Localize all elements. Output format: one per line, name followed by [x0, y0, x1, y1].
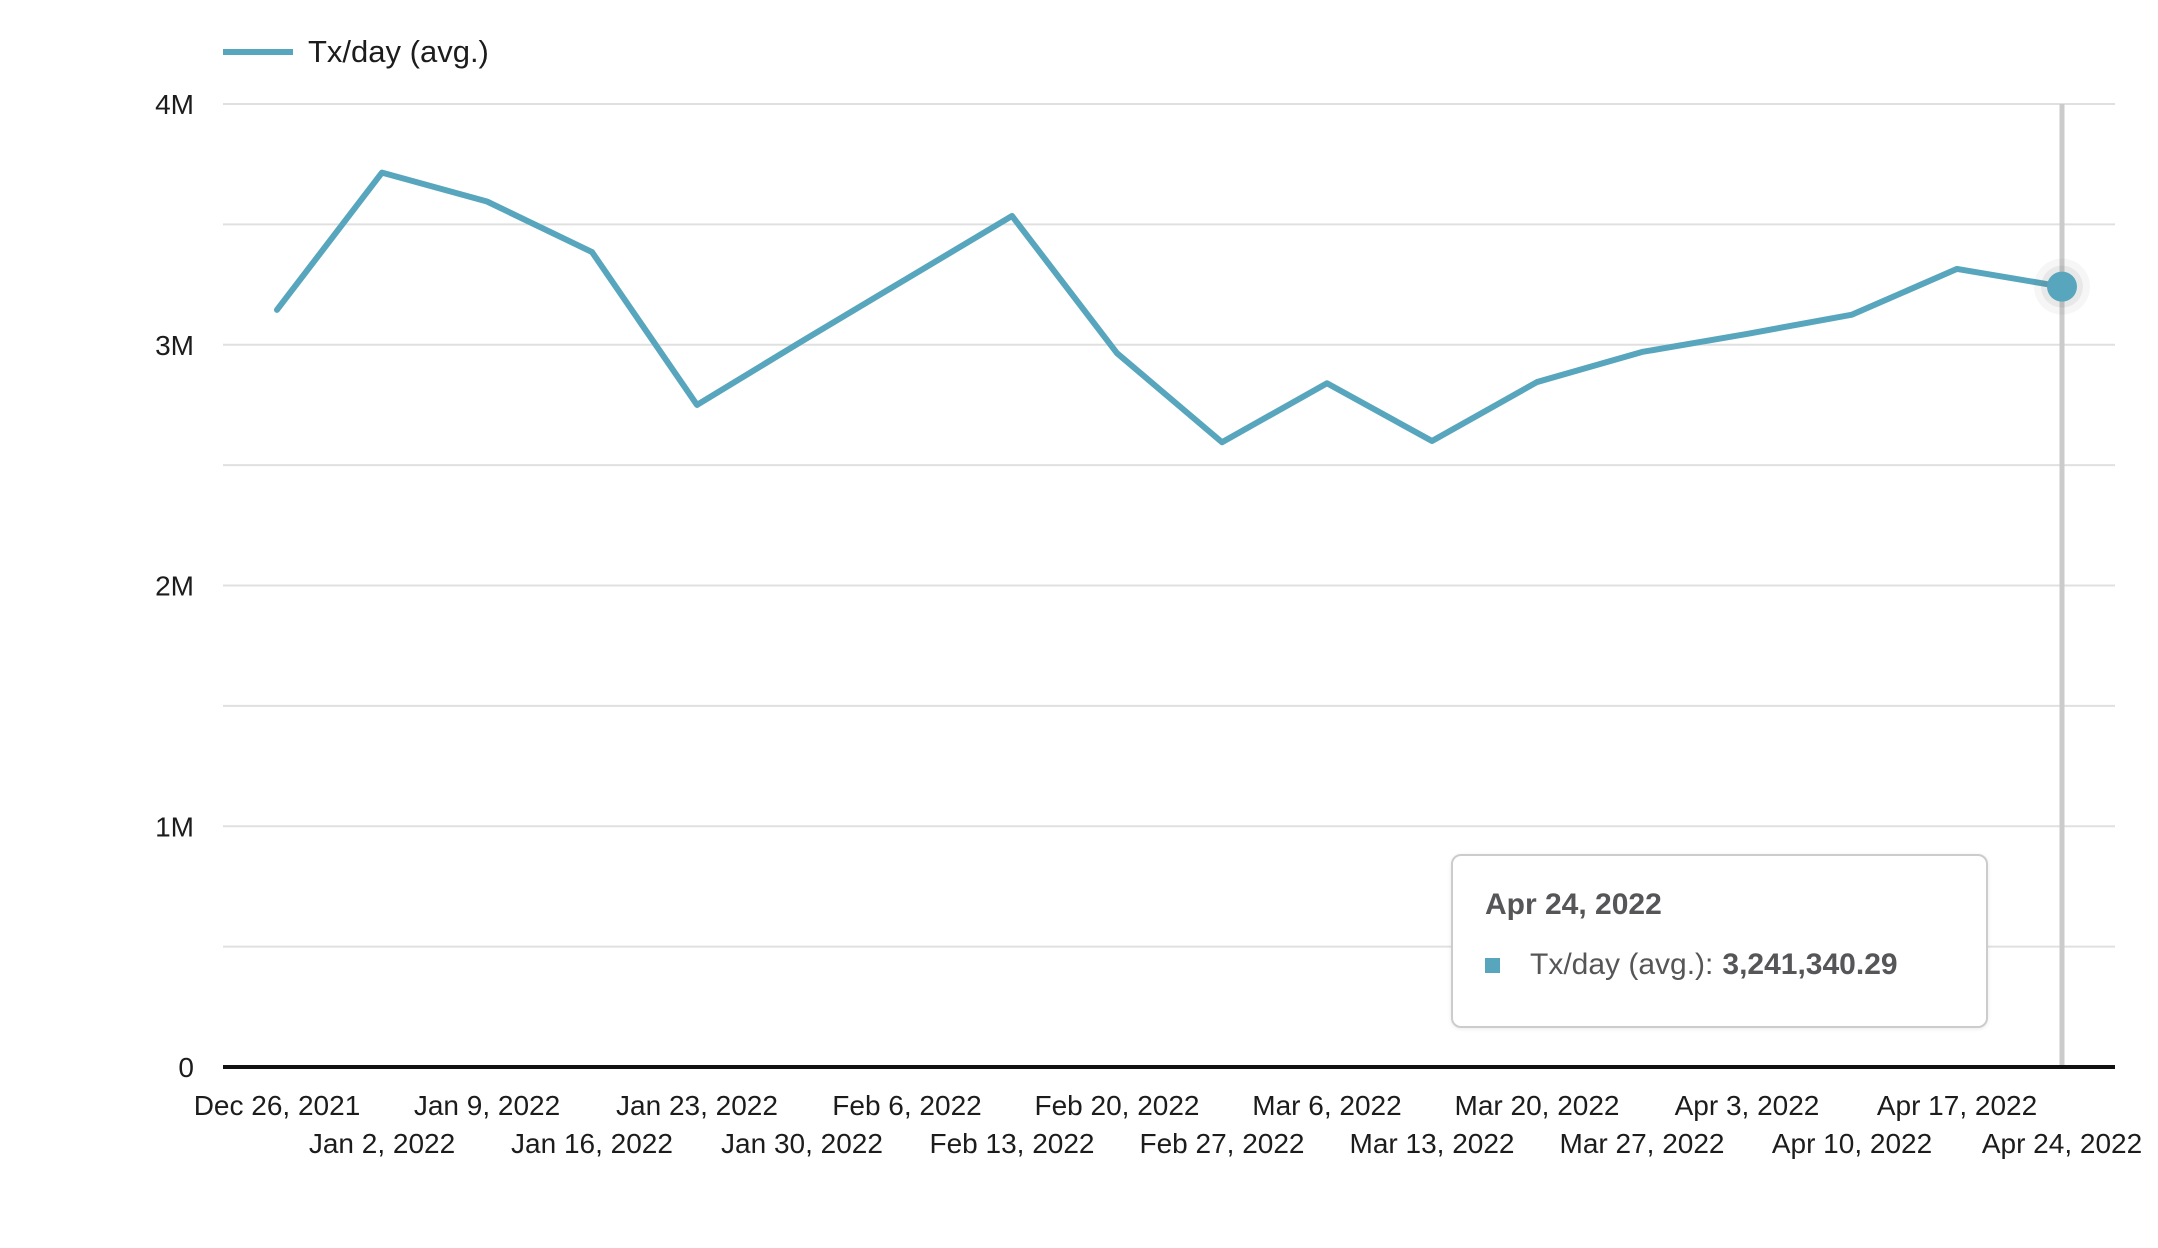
legend: Tx/day (avg.): [223, 30, 489, 74]
x-tick-label: Mar 13, 2022: [1350, 1128, 1515, 1159]
x-tick-label: Feb 20, 2022: [1034, 1090, 1199, 1121]
x-tick-label: Feb 13, 2022: [929, 1128, 1094, 1159]
x-tick-label: Jan 30, 2022: [721, 1128, 883, 1159]
x-tick-label: Mar 20, 2022: [1455, 1090, 1620, 1121]
y-tick-label: 3M: [155, 330, 194, 361]
y-tick-label: 1M: [155, 811, 194, 842]
x-tick-label: Jan 23, 2022: [616, 1090, 778, 1121]
y-tick-label: 4M: [155, 89, 194, 120]
x-tick-label: Apr 24, 2022: [1982, 1128, 2142, 1159]
tooltip-series-row: Tx/day (avg.): 3,241,340.29: [1485, 948, 1986, 982]
data-point-marker[interactable]: [2047, 271, 2077, 302]
x-tick-label: Jan 16, 2022: [511, 1128, 673, 1159]
x-tick-label: Apr 3, 2022: [1675, 1090, 1820, 1121]
series-marker-square-icon: [1485, 957, 1500, 973]
legend-label: Tx/day (avg.): [308, 34, 489, 69]
y-tick-label: 0: [178, 1052, 194, 1083]
series-line-tx-day[interactable]: [274, 169, 2065, 446]
y-tick-label: 2M: [155, 571, 194, 602]
x-tick-label: Jan 2, 2022: [309, 1128, 455, 1159]
x-tick-label: Feb 27, 2022: [1139, 1128, 1304, 1159]
tooltip-series-label: Tx/day (avg.):: [1530, 948, 1714, 981]
x-tick-label: Mar 27, 2022: [1560, 1128, 1725, 1159]
x-tick-label: Feb 6, 2022: [832, 1090, 981, 1121]
x-tick-label: Apr 17, 2022: [1877, 1090, 2037, 1121]
tooltip-date-title: Apr 24, 2022: [1485, 888, 1662, 921]
hover-tooltip: Apr 24, 2022 Tx/day (avg.): 3,241,340.29: [1451, 854, 1988, 1028]
x-tick-label: Dec 26, 2021: [194, 1090, 361, 1121]
legend-line-swatch: [223, 49, 293, 55]
x-tick-label: Mar 6, 2022: [1252, 1090, 1401, 1121]
x-tick-label: Apr 10, 2022: [1772, 1128, 1932, 1159]
tooltip-series-value: 3,241,340.29: [1722, 948, 1898, 981]
x-tick-label: Jan 9, 2022: [414, 1090, 560, 1121]
